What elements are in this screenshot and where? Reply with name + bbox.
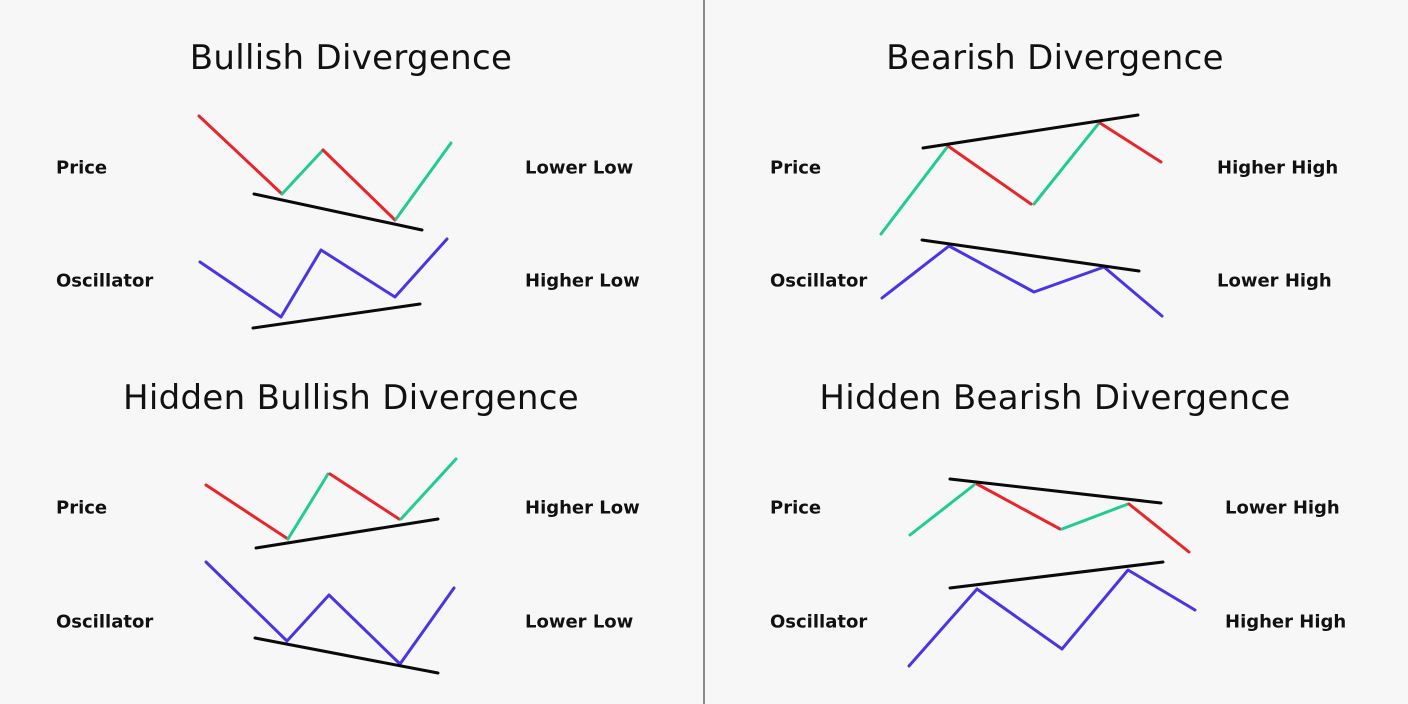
- hidden-bullish-oscillator-line: [204, 560, 456, 666]
- title-bearish-divergence: Bearish Divergence: [886, 38, 1224, 78]
- bullish-price-line: [197, 114, 453, 222]
- bullish-oscillator-line: [198, 237, 449, 319]
- title-bullish-divergence: Bullish Divergence: [189, 38, 513, 78]
- oscillator-note: Higher High: [1225, 611, 1347, 633]
- price-label: Price: [56, 157, 108, 179]
- bullish-oscillator-trendline: [251, 302, 422, 330]
- bullish-price-trendline: [252, 192, 424, 232]
- oscillator-label: Oscillator: [770, 611, 868, 633]
- hidden-bearish-price-line: [908, 482, 1191, 554]
- oscillator-note: Higher Low: [525, 270, 640, 292]
- hidden-bullish-price-trendline: [254, 517, 440, 550]
- center-divider: [703, 0, 705, 704]
- oscillator-note: Lower High: [1217, 270, 1332, 292]
- price-note: Lower High: [1225, 497, 1340, 519]
- hidden-bullish-price-line: [204, 457, 458, 541]
- hidden-bullish-oscillator-trendline: [253, 636, 440, 675]
- price-note: Higher High: [1217, 157, 1339, 179]
- bearish-oscillator-trendline: [920, 238, 1141, 273]
- price-label: Price: [770, 157, 822, 179]
- hidden-bearish-oscillator-trendline: [948, 560, 1165, 590]
- bearish-oscillator-line: [880, 244, 1164, 318]
- oscillator-label: Oscillator: [770, 270, 868, 292]
- price-note: Lower Low: [525, 157, 634, 179]
- title-hidden-bullish-divergence: Hidden Bullish Divergence: [123, 378, 579, 418]
- price-note: Higher Low: [525, 497, 640, 519]
- bearish-price-line: [879, 121, 1163, 236]
- title-hidden-bearish-divergence: Hidden Bearish Divergence: [819, 378, 1291, 418]
- bearish-price-trendline: [921, 113, 1140, 150]
- price-label: Price: [56, 497, 108, 519]
- price-label: Price: [770, 497, 822, 519]
- hidden-bearish-oscillator-line: [907, 568, 1197, 668]
- oscillator-note: Lower Low: [525, 611, 634, 633]
- oscillator-label: Oscillator: [56, 611, 154, 633]
- oscillator-label: Oscillator: [56, 270, 154, 292]
- hidden-bearish-price-trendline: [948, 477, 1163, 505]
